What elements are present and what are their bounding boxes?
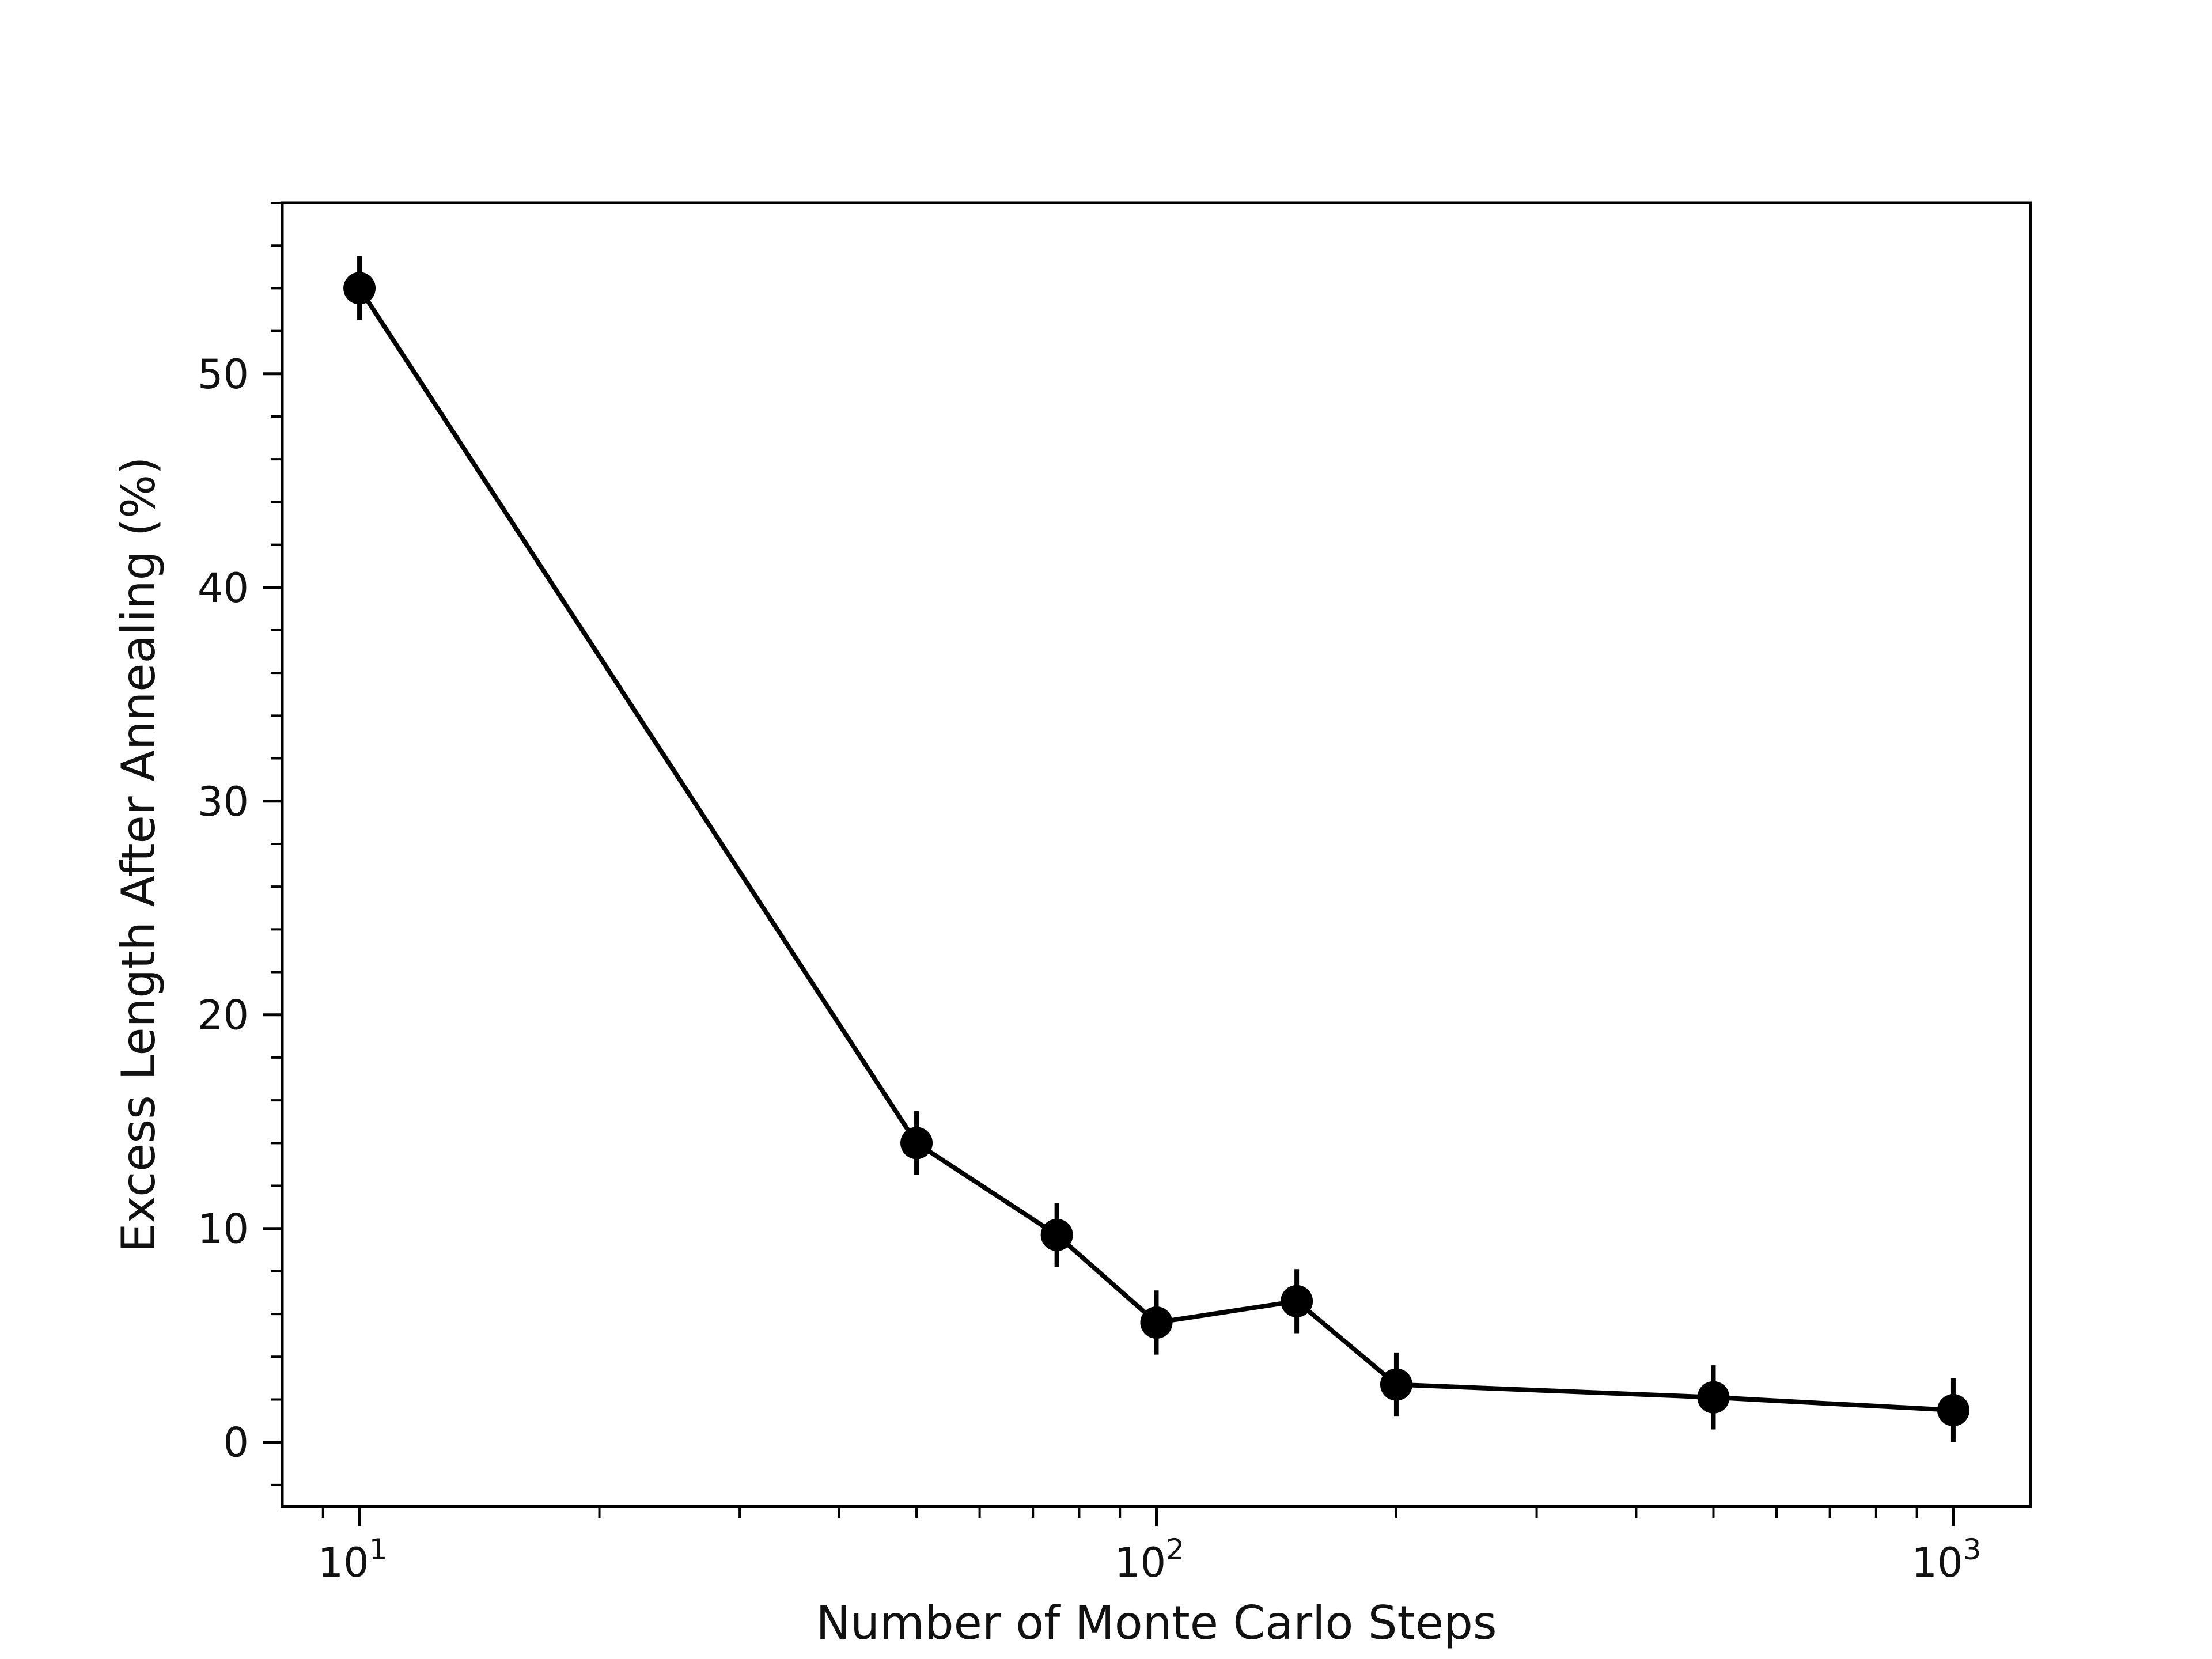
x-tick-label: 102 — [1115, 1533, 1184, 1586]
x-axis-label: Number of Monte Carlo Steps — [816, 1596, 1497, 1650]
data-point — [1140, 1306, 1173, 1339]
minor-ticks — [271, 202, 1918, 1518]
data-point — [1697, 1381, 1730, 1414]
data-point — [900, 1127, 933, 1160]
y-tick-label: 30 — [198, 778, 249, 825]
y-tick-label: 20 — [198, 992, 249, 1039]
y-axis-ticks: 0 10 20 30 40 50 — [198, 351, 282, 1467]
data-point — [1281, 1285, 1313, 1317]
x-axis-ticks: 101 102 103 — [318, 1506, 1981, 1586]
y-tick-label: 10 — [198, 1206, 249, 1253]
series-layer — [343, 256, 1969, 1442]
data-point — [1937, 1394, 1969, 1427]
plot-frame — [281, 201, 2032, 1508]
x-tick-label: 103 — [1911, 1533, 1981, 1586]
x-tick-label: 101 — [318, 1533, 388, 1586]
data-point — [343, 272, 376, 305]
y-tick-label: 40 — [198, 565, 249, 612]
y-axis-label: Excess Length After Annealing (%) — [112, 457, 165, 1253]
data-point — [1040, 1218, 1073, 1251]
y-tick-label: 50 — [198, 351, 249, 398]
series-line — [357, 287, 1954, 1413]
y-tick-label: 0 — [223, 1419, 249, 1467]
data-point — [1380, 1368, 1412, 1401]
